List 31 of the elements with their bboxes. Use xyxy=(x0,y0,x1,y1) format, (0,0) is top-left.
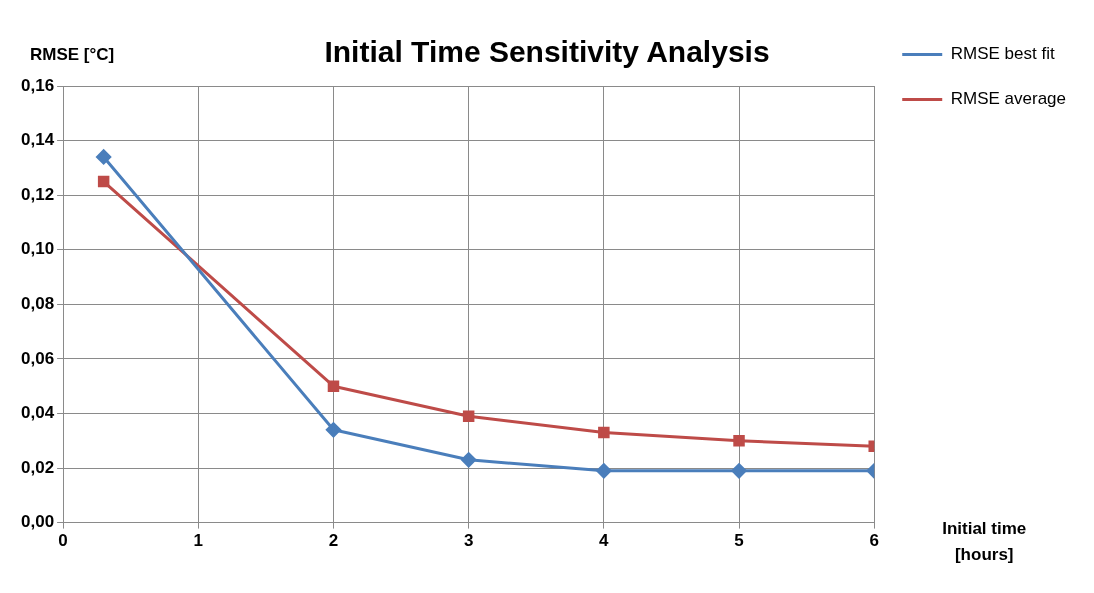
y-tick-label: 0,10 xyxy=(20,239,55,259)
y-axis-title: RMSE [°C] xyxy=(30,45,115,65)
x-tick-label: 2 xyxy=(328,531,339,551)
x-axis-title: Initial time [hours] xyxy=(942,518,1027,564)
y-tick-label: 0,02 xyxy=(20,457,55,477)
x-tick-label: 1 xyxy=(193,531,204,551)
point xyxy=(598,426,610,439)
point xyxy=(462,410,475,422)
y-tick-label: 0,00 xyxy=(20,512,55,532)
chart-title: Initial Time Sensitivity Analysis xyxy=(324,35,770,69)
y-tick-label: 0,14 xyxy=(20,130,55,150)
x-tick-label: 3 xyxy=(463,531,474,551)
y-tick-label: 0,06 xyxy=(20,348,55,368)
x-tick-label: 0 xyxy=(58,531,68,551)
point xyxy=(96,149,112,165)
x-tick-label: 5 xyxy=(734,531,744,551)
point xyxy=(327,380,340,392)
x-tick-label: 4 xyxy=(599,531,610,551)
legend-label: RMSE average xyxy=(950,89,1067,109)
legend-label: RMSE best fit xyxy=(950,44,1055,64)
y-tick-label: 0,08 xyxy=(20,293,55,313)
point xyxy=(733,435,745,447)
point xyxy=(596,463,612,479)
point xyxy=(461,452,477,468)
y-tick-label: 0,12 xyxy=(20,184,55,204)
y-tick-label: 0,16 xyxy=(20,75,55,95)
x-tick-label: 6 xyxy=(869,531,879,551)
y-tick-label: 0,04 xyxy=(20,403,55,423)
point xyxy=(97,175,110,188)
point xyxy=(731,463,747,479)
point xyxy=(325,422,341,438)
